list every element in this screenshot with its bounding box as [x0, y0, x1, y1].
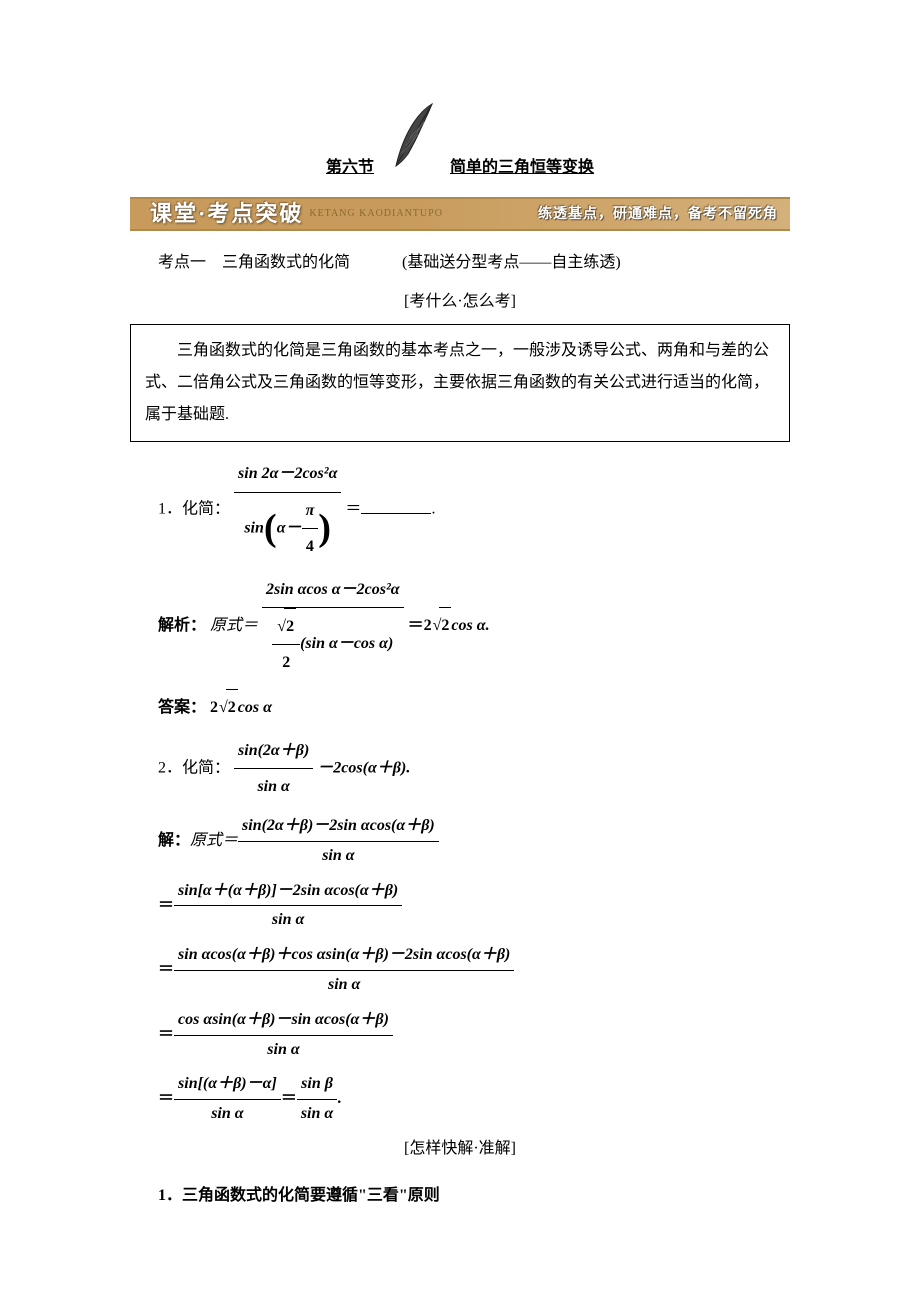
- p1-ans-rad: 2: [226, 689, 238, 725]
- p1-sol-sqrt: 2: [439, 607, 451, 643]
- problem-2: 2．化简： sin(2α＋β) sin α －2cos(α＋β).: [158, 733, 790, 804]
- p2-frac-den: sin α: [234, 769, 313, 804]
- p2-sol-line1: 解： 原式＝ sin(2α＋β)－2sin αcos(α＋β) sin α: [158, 812, 790, 871]
- intro-box: 三角函数式的化简是三角函数的基本考点之一，一般涉及诱导公式、两角和与差的公式、二…: [130, 324, 790, 442]
- p1-sol-frac: 2sin αcos α－2cos²α 2 2 (sin α－cos α): [262, 572, 404, 681]
- p2-period: .: [337, 1085, 341, 1114]
- section-title: 简单的三角恒等变换: [450, 154, 594, 183]
- p1-frac: sin 2α－2cos²α sin(α－ π 4 ): [234, 456, 341, 564]
- p2-l1-den: sin α: [238, 842, 439, 871]
- p2-l5a-den: sin α: [174, 1100, 281, 1129]
- banner-sub: KETANG KAODIANTUPO: [309, 205, 443, 223]
- section-number: 第六节: [326, 154, 374, 183]
- p1-eq: ＝: [345, 501, 361, 518]
- p1-blank: [361, 498, 431, 514]
- p2-l4-den: sin α: [174, 1036, 393, 1065]
- p1-sol-tail: cos α.: [451, 617, 489, 634]
- p2-label: 2．化简：: [158, 759, 230, 776]
- p2-l5b-den: sin α: [297, 1100, 337, 1129]
- p2-l4-num: cos αsin(α＋β)－sin αcos(α＋β): [174, 1006, 393, 1036]
- p2-sol-label: 解：: [158, 827, 190, 856]
- p1-sol-den: 2 2 (sin α－cos α): [262, 608, 404, 680]
- p2-frac: sin(2α＋β) sin α: [234, 733, 313, 804]
- p1-sol-rest: (sin α－cos α): [300, 635, 393, 652]
- banner-title: 课堂·考点突破: [150, 194, 303, 234]
- p1-ans-pre: 2: [210, 699, 218, 716]
- p1-solution: 解析： 原式＝ 2sin αcos α－2cos²α 2 2 (sin α－co…: [158, 572, 790, 681]
- p2-frac-num: sin(2α＋β): [234, 733, 313, 769]
- p1-den-sin: sin: [244, 519, 264, 536]
- p2-l3-num: sin αcos(α＋β)＋cos αsin(α＋β)－2sin αcos(α＋…: [174, 941, 514, 971]
- p1-sol-eq2: ＝2: [408, 617, 432, 634]
- p2-l1-num: sin(2α＋β)－2sin αcos(α＋β): [238, 812, 439, 842]
- p1-period: .: [431, 501, 435, 518]
- banner-inner: 课堂·考点突破 KETANG KAODIANTUPO 练透基点，研通难点，备考不…: [130, 197, 790, 231]
- feather-icon: [384, 100, 440, 183]
- p1-ans-tail: cos α: [238, 699, 272, 716]
- p1-label: 1．化简：: [158, 501, 230, 518]
- p1-sol-num: 2sin αcos α－2cos²α: [262, 572, 404, 608]
- header-banner: 课堂·考点突破 KETANG KAODIANTUPO 练透基点，研通难点，备考不…: [130, 195, 790, 233]
- kaodian-row: 考点一 三角函数式的化简 (基础送分型考点——自主练透): [158, 249, 790, 278]
- p2-l5b-num: sin β: [297, 1070, 337, 1100]
- problem-1: 1．化简： sin 2α－2cos²α sin(α－ π 4 ) ＝.: [158, 456, 790, 564]
- sqrt2-den: 2: [272, 645, 300, 680]
- p2-l3-den: sin α: [174, 971, 514, 1000]
- sqrt2-num: 2: [272, 608, 300, 645]
- kaodian-sub: (基础送分型考点——自主练透): [402, 249, 621, 278]
- p2-l5a-num: sin[(α＋β)－α]: [174, 1070, 281, 1100]
- p1-4: 4: [302, 529, 319, 564]
- p1-ans-label: 答案：: [158, 699, 206, 716]
- p2-l2-num: sin[α＋(α＋β)]－2sin αcos(α＋β): [174, 877, 402, 907]
- p2-l2-den: sin α: [174, 906, 402, 935]
- p2-sol-pre: 原式＝: [190, 827, 238, 856]
- kaodian-label: 考点一 三角函数式的化简: [158, 249, 350, 278]
- p1-sol-label: 解析：: [158, 617, 206, 634]
- p1-pi: π: [302, 493, 319, 529]
- p1-sol-pre: 原式＝: [210, 617, 258, 634]
- banner-right: 练透基点，研通难点，备考不留死角: [538, 201, 778, 226]
- summary-1: 1．三角函数式的化简要遵循"三看"原则: [158, 1182, 790, 1211]
- section2-center: [怎样快解·准解]: [130, 1135, 790, 1164]
- p1-answer: 答案： 22cos α: [158, 689, 790, 725]
- p2-sol-line3: ＝ sin αcos(α＋β)＋cos αsin(α＋β)－2sin αcos(…: [158, 941, 790, 1000]
- p2-sol-line2: ＝ sin[α＋(α＋β)]－2sin αcos(α＋β) sin α: [158, 877, 790, 936]
- p1-frac-num: sin 2α－2cos²α: [234, 456, 341, 492]
- p2-sol-line4: ＝ cos αsin(α＋β)－sin αcos(α＋β) sin α: [158, 1006, 790, 1065]
- p2-mid: －2cos(α＋β).: [317, 759, 410, 776]
- p1-frac-den: sin(α－ π 4 ): [234, 493, 341, 564]
- section-title-row: 第六节 简单的三角恒等变换: [130, 100, 790, 183]
- p2-sol-line5: ＝ sin[(α＋β)－α] sin α ＝ sin β sin α .: [158, 1070, 790, 1129]
- section1-center: [考什么·怎么考]: [130, 288, 790, 317]
